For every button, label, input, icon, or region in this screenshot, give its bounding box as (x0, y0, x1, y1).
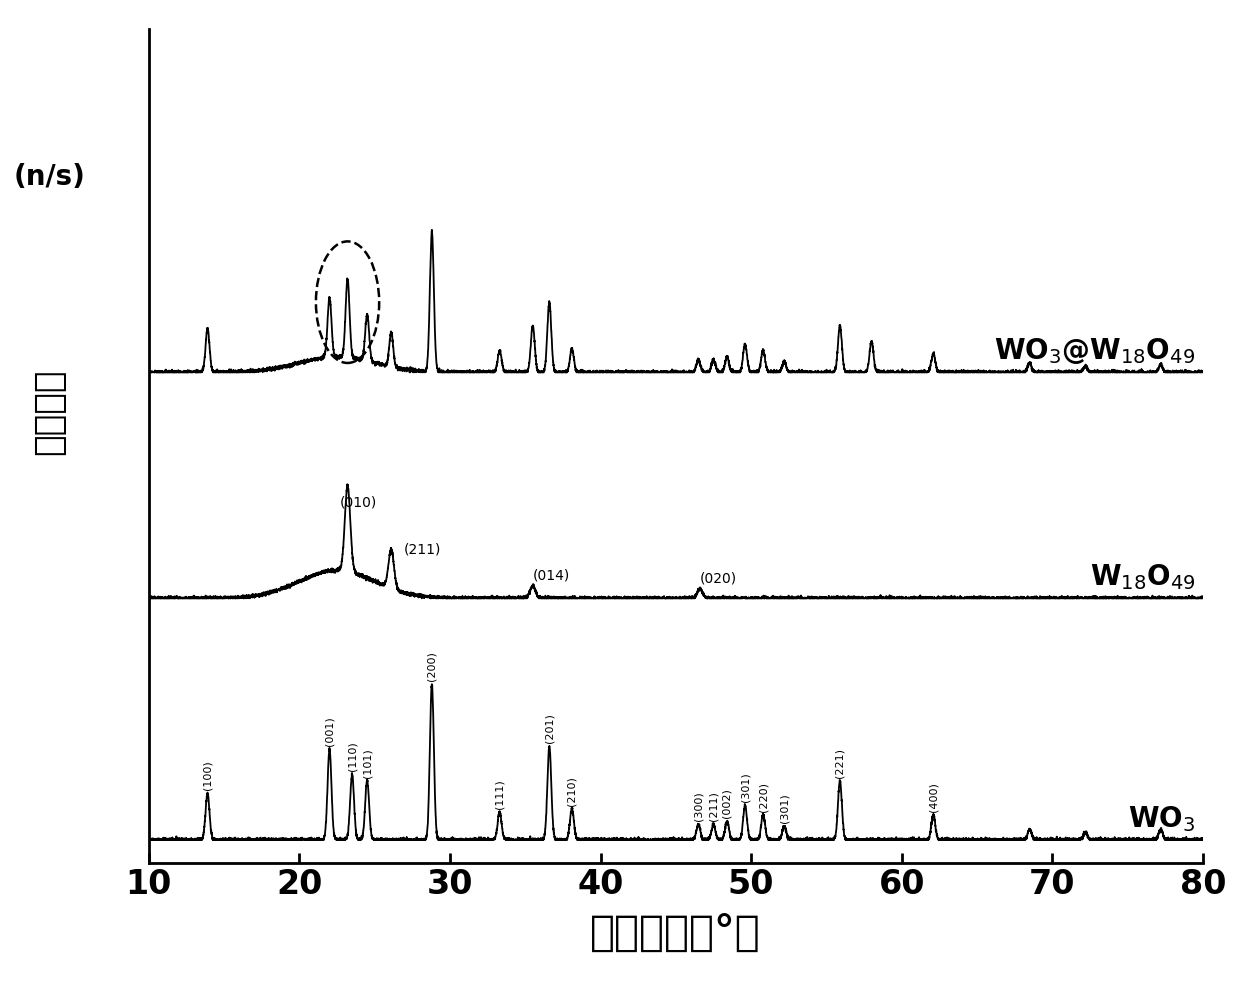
Text: (211): (211) (403, 542, 440, 556)
Text: (210): (210) (567, 776, 577, 805)
Text: 衍射强度: 衍射强度 (32, 369, 67, 455)
Text: (301): (301) (740, 773, 750, 802)
Text: W$_{18}$O$_{49}$: W$_{18}$O$_{49}$ (1090, 562, 1195, 593)
Text: (n/s): (n/s) (14, 163, 86, 190)
Text: (100): (100) (202, 760, 212, 790)
X-axis label: 衍射角度（°）: 衍射角度（°） (590, 912, 761, 955)
Text: (300): (300) (693, 792, 703, 821)
Text: (400): (400) (929, 782, 939, 812)
Text: (200): (200) (427, 651, 436, 681)
Text: (001): (001) (325, 717, 335, 747)
Text: (221): (221) (835, 748, 844, 778)
Text: (220): (220) (758, 782, 768, 812)
Text: WO$_3$: WO$_3$ (1128, 803, 1195, 834)
Text: (301): (301) (779, 793, 789, 823)
Text: (010): (010) (340, 495, 377, 509)
Text: (014): (014) (533, 569, 570, 583)
Text: (101): (101) (362, 748, 372, 778)
Text: (201): (201) (544, 713, 554, 744)
Text: (020): (020) (699, 572, 737, 586)
Text: (110): (110) (347, 742, 357, 771)
Text: (211): (211) (708, 792, 718, 821)
Text: WO$_3$@W$_{18}$O$_{49}$: WO$_3$@W$_{18}$O$_{49}$ (994, 336, 1195, 366)
Text: (111): (111) (495, 779, 505, 808)
Text: (002): (002) (722, 788, 732, 818)
